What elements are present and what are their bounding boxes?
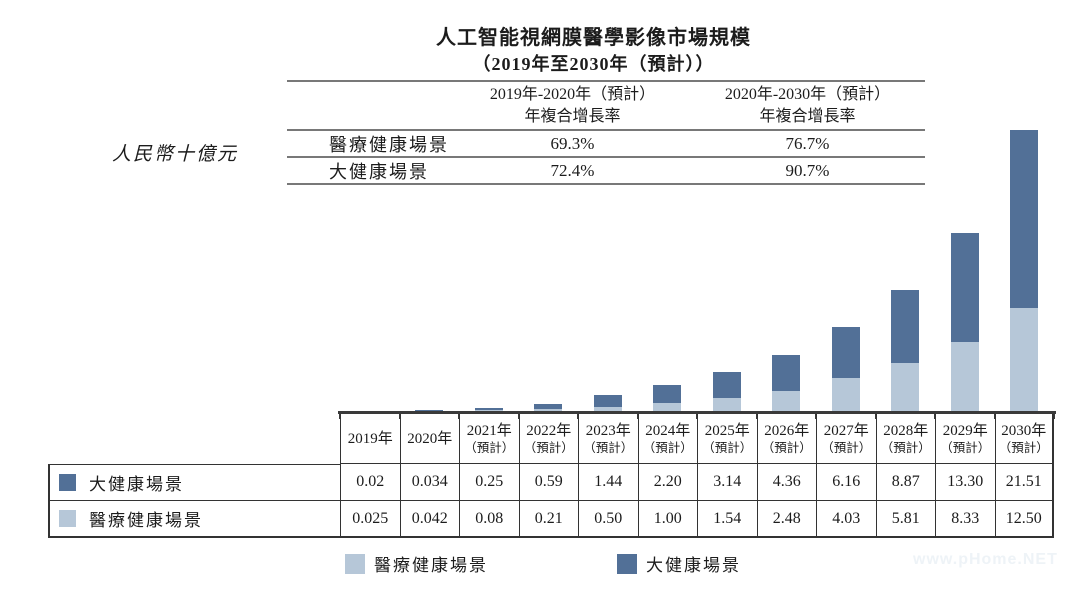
bar-segment-medical-health	[534, 409, 563, 411]
year-header-2028: 2028年 （預計）	[875, 414, 935, 464]
bar-segment-big-health	[653, 384, 682, 403]
table-row-label-medical-health: 醫療健康場景	[48, 501, 340, 538]
table-cell: 0.034	[399, 464, 459, 501]
bar-segment-medical-health	[772, 390, 801, 411]
bar-group-2030	[1010, 130, 1039, 411]
bar-group-2023	[593, 395, 622, 411]
table-cell: 4.36	[756, 464, 816, 501]
bar-segment-big-health	[474, 408, 503, 411]
big-health-legend-swatch-icon	[617, 553, 637, 574]
legend-item-big-health: 大健康場景	[617, 551, 741, 576]
table-cell: 0.025	[340, 501, 400, 538]
bar-group-2021	[474, 408, 503, 411]
bar-segment-big-health	[831, 326, 860, 378]
bar-group-2028	[891, 289, 920, 411]
legend-item-medical-health: 醫療健康場景	[345, 551, 488, 576]
table-cell: 4.03	[816, 501, 876, 538]
bar-segment-big-health	[593, 395, 622, 407]
year-header-2020: 2020年	[399, 414, 459, 464]
table-cell: 2.20	[637, 464, 697, 501]
bar-group-2025	[712, 372, 741, 411]
cagr-row-big-health: 大健康場景 72.4% 90.7%	[287, 158, 925, 185]
axis-tick	[1053, 414, 1055, 419]
table-cell: 0.042	[399, 501, 459, 538]
bar-segment-big-health	[534, 404, 563, 410]
bar-group-2022	[534, 404, 563, 411]
table-row-label-big-health: 大健康場景	[48, 464, 340, 501]
x-axis-line	[338, 411, 1056, 414]
cagr-row-label: 大健康場景	[329, 162, 429, 182]
table-cell: 0.50	[578, 501, 638, 538]
bar-segment-big-health	[772, 354, 801, 391]
bar-segment-medical-health	[950, 342, 979, 411]
year-header-2024: 2024年 （預計）	[637, 414, 697, 464]
cagr-table-header-row: 2019年-2020年（預計） 年複合增長率 2020年-2030年（預計） 年…	[287, 82, 925, 131]
table-cell: 2.48	[756, 501, 816, 538]
table-cell: 0.02	[340, 464, 400, 501]
year-header-2022: 2022年 （預計）	[518, 414, 578, 464]
data-table-corner-spacer	[48, 414, 340, 464]
cagr-header-spacer	[287, 82, 455, 129]
year-header-2021: 2021年 （預計）	[459, 414, 519, 464]
bar-group-2029	[950, 232, 979, 411]
table-cell: 13.30	[935, 464, 995, 501]
bar-segment-medical-health	[653, 402, 682, 411]
table-cell: 8.33	[935, 501, 995, 538]
year-header-2023: 2023年 （預計）	[578, 414, 638, 464]
bar-segment-big-health	[1010, 130, 1039, 308]
year-header-2029: 2029年 （預計）	[935, 414, 995, 464]
bar-segment-medical-health	[712, 398, 741, 411]
table-cell: 12.50	[994, 501, 1054, 538]
bar-segment-medical-health	[1010, 307, 1039, 411]
cagr-row-label: 醫療健康場景	[329, 135, 449, 155]
year-header-2030: 2030年 （預計）	[994, 414, 1054, 464]
cagr-value: 76.7%	[785, 134, 830, 153]
table-cell: 0.21	[518, 501, 578, 538]
bar-group-2026	[772, 354, 801, 411]
bar-segment-medical-health	[474, 410, 503, 411]
title-block: 人工智能視網膜醫學影像市場規模 （2019年至2030年（預計））	[107, 25, 1080, 76]
bar-segment-medical-health	[891, 363, 920, 411]
chart-title: 人工智能視網膜醫學影像市場規模	[436, 27, 751, 49]
table-cell: 1.00	[637, 501, 697, 538]
table-cell: 0.59	[518, 464, 578, 501]
cagr-header-2020-2030: 2020年-2030年（預計） 年複合增長率	[724, 85, 891, 125]
bar-segment-big-health	[712, 372, 741, 399]
year-header-2026: 2026年 （預計）	[756, 414, 816, 464]
y-axis-unit-label: 人民幣十億元	[112, 144, 239, 165]
table-cell: 6.16	[816, 464, 876, 501]
bar-group-2024	[653, 384, 682, 411]
table-cell: 1.44	[578, 464, 638, 501]
table-cell: 8.87	[875, 464, 935, 501]
medical-health-legend-swatch-icon	[345, 553, 365, 574]
bar-group-2027	[831, 326, 860, 411]
table-cell: 0.25	[459, 464, 519, 501]
cagr-value: 90.7%	[785, 161, 830, 180]
bar-segment-big-health	[891, 289, 920, 364]
year-header-2027: 2027年 （預計）	[816, 414, 876, 464]
year-header-2025: 2025年 （預計）	[697, 414, 757, 464]
big-health-swatch-icon	[59, 474, 76, 491]
table-cell: 3.14	[697, 464, 757, 501]
table-cell: 21.51	[994, 464, 1054, 501]
cagr-header-2019-2020: 2019年-2020年（預計） 年複合增長率	[489, 85, 656, 125]
chart-subtitle: （2019年至2030年（預計））	[472, 54, 715, 74]
cagr-value: 72.4%	[550, 161, 595, 180]
cagr-row-medical-health: 醫療健康場景 69.3% 76.7%	[287, 131, 925, 158]
cagr-table: 2019年-2020年（預計） 年複合增長率 2020年-2030年（預計） 年…	[287, 80, 925, 185]
bar-segment-medical-health	[831, 377, 860, 411]
bar-segment-big-health	[950, 232, 979, 343]
cagr-value: 69.3%	[550, 134, 595, 153]
bar-segment-medical-health	[593, 406, 622, 411]
bar-group-2020	[415, 410, 444, 411]
medical-health-swatch-icon	[59, 510, 76, 527]
year-header-2019: 2019年	[340, 414, 400, 464]
table-cell: 5.81	[875, 501, 935, 538]
data-table: 2019年 2020年 2021年 （預計） 2022年 （預計） 2023年 （預計…	[48, 414, 1054, 538]
table-cell: 0.08	[459, 501, 519, 538]
table-cell: 1.54	[697, 501, 757, 538]
watermark: www.pHome.NET	[913, 551, 1058, 568]
